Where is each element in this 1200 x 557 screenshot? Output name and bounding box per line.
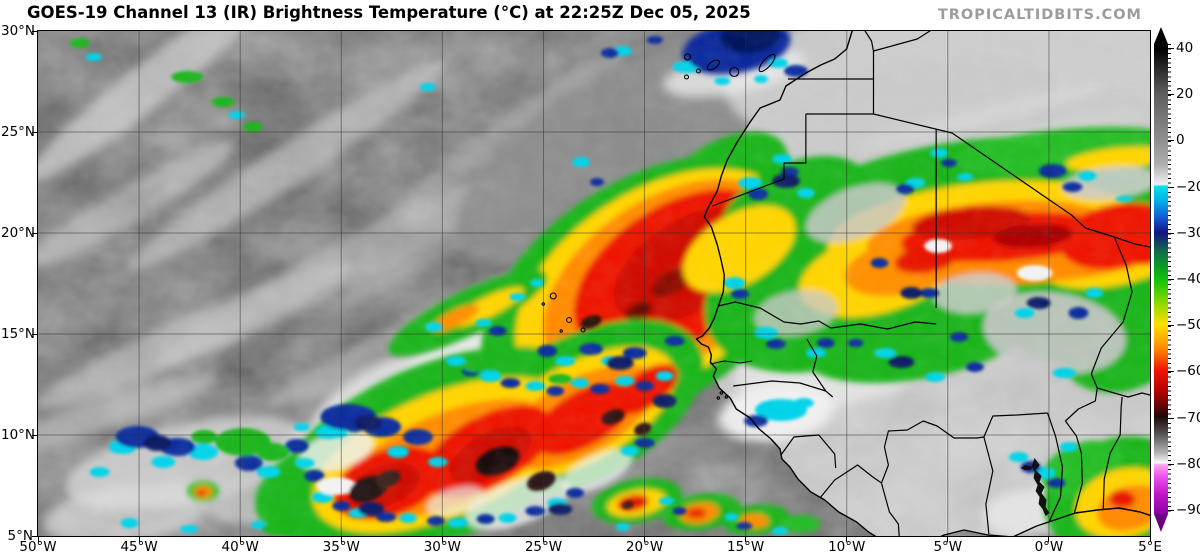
x-tick-label: 5°W <box>933 539 963 555</box>
x-tick-mark <box>1048 537 1050 542</box>
colorbar-lower-arrow <box>1154 514 1168 532</box>
x-tick-mark <box>340 537 342 542</box>
y-tick-label: 10°N <box>1 427 36 443</box>
x-tick-mark <box>239 537 241 542</box>
y-tick-mark <box>32 233 37 234</box>
colorbar-tick-label: −90 <box>1176 502 1200 518</box>
page-title: GOES-19 Channel 13 (IR) Brightness Tempe… <box>27 3 751 22</box>
x-tick-mark <box>745 537 747 542</box>
satellite-imagery <box>38 31 1150 536</box>
colorbar-tick-label: −70 <box>1176 409 1200 426</box>
y-tick-label: 20°N <box>1 225 36 241</box>
x-tick-label: 40°W <box>221 539 259 555</box>
x-tick-label: 0°W <box>1034 539 1064 555</box>
colorbar-major-tick <box>1168 232 1174 234</box>
x-tick-label: 5°E <box>1138 539 1162 555</box>
colorbar-major-tick <box>1168 417 1174 419</box>
colorbar-upper-arrow <box>1154 27 1168 44</box>
lake-volta <box>1020 458 1050 516</box>
y-tick-label: 5°N <box>7 528 33 544</box>
colorbar-major-tick <box>1168 279 1174 280</box>
x-tick-label: 10°W <box>828 539 866 555</box>
colorbar-major-tick <box>1168 140 1174 142</box>
colorbar-major-tick <box>1168 94 1174 96</box>
x-tick-label: 15°W <box>726 539 765 555</box>
colorbar-major-tick <box>1168 510 1174 511</box>
colorbar-tick-label: −60 <box>1176 363 1200 380</box>
country-borders <box>710 31 1150 536</box>
y-tick-label: 30°N <box>1 23 36 39</box>
x-tick-mark <box>441 537 443 542</box>
x-tick-label: 20°W <box>625 539 664 555</box>
colorbar-tick-label: −80 <box>1176 455 1200 472</box>
x-tick-mark <box>644 537 646 542</box>
colorbar-tick-label: −20 <box>1176 178 1200 195</box>
x-tick-label: 25°W <box>524 539 563 555</box>
x-tick-mark <box>138 537 140 542</box>
satellite-map <box>37 30 1151 537</box>
colorbar-major-tick <box>1168 325 1174 327</box>
y-tick-mark <box>32 132 37 133</box>
fine-cloud-grain <box>38 31 1150 536</box>
x-tick-mark <box>542 537 544 542</box>
colorbar-tick-label: 0 <box>1176 132 1185 149</box>
site-watermark: TROPICALTIDBITS.COM <box>937 7 1142 23</box>
colorbar-tick-label: −50 <box>1176 317 1200 334</box>
colorbar-tick-label: −30 <box>1176 224 1200 241</box>
y-tick-label: 25°N <box>1 124 36 140</box>
x-tick-label: 45°W <box>120 539 158 555</box>
x-tick-mark <box>846 537 848 542</box>
y-tick-mark <box>32 536 37 537</box>
colorbar-tick-label: −40 <box>1176 271 1200 287</box>
x-tick-label: 35°W <box>322 539 360 555</box>
colorbar-tick-label: 20 <box>1176 86 1194 103</box>
islands <box>541 53 776 400</box>
y-tick-mark <box>32 334 37 335</box>
x-tick-label: 50°W <box>19 539 57 555</box>
y-tick-label: 15°N <box>1 326 36 342</box>
coastlines <box>695 31 1150 536</box>
colorbar-tick-label: 40 <box>1176 40 1194 56</box>
y-tick-mark <box>32 31 37 32</box>
lat-lon-gridlines <box>38 31 1150 536</box>
colorbar-major-tick <box>1168 48 1174 49</box>
x-tick-mark <box>947 537 949 542</box>
colorbar-major-tick <box>1168 463 1174 465</box>
y-tick-mark <box>32 435 37 436</box>
colorbar-major-tick <box>1168 371 1174 373</box>
colorbar-major-tick <box>1168 186 1174 188</box>
x-tick-mark <box>1149 537 1151 542</box>
x-tick-label: 30°W <box>423 539 461 555</box>
x-tick-mark <box>37 537 39 542</box>
colorbar <box>1154 44 1168 514</box>
